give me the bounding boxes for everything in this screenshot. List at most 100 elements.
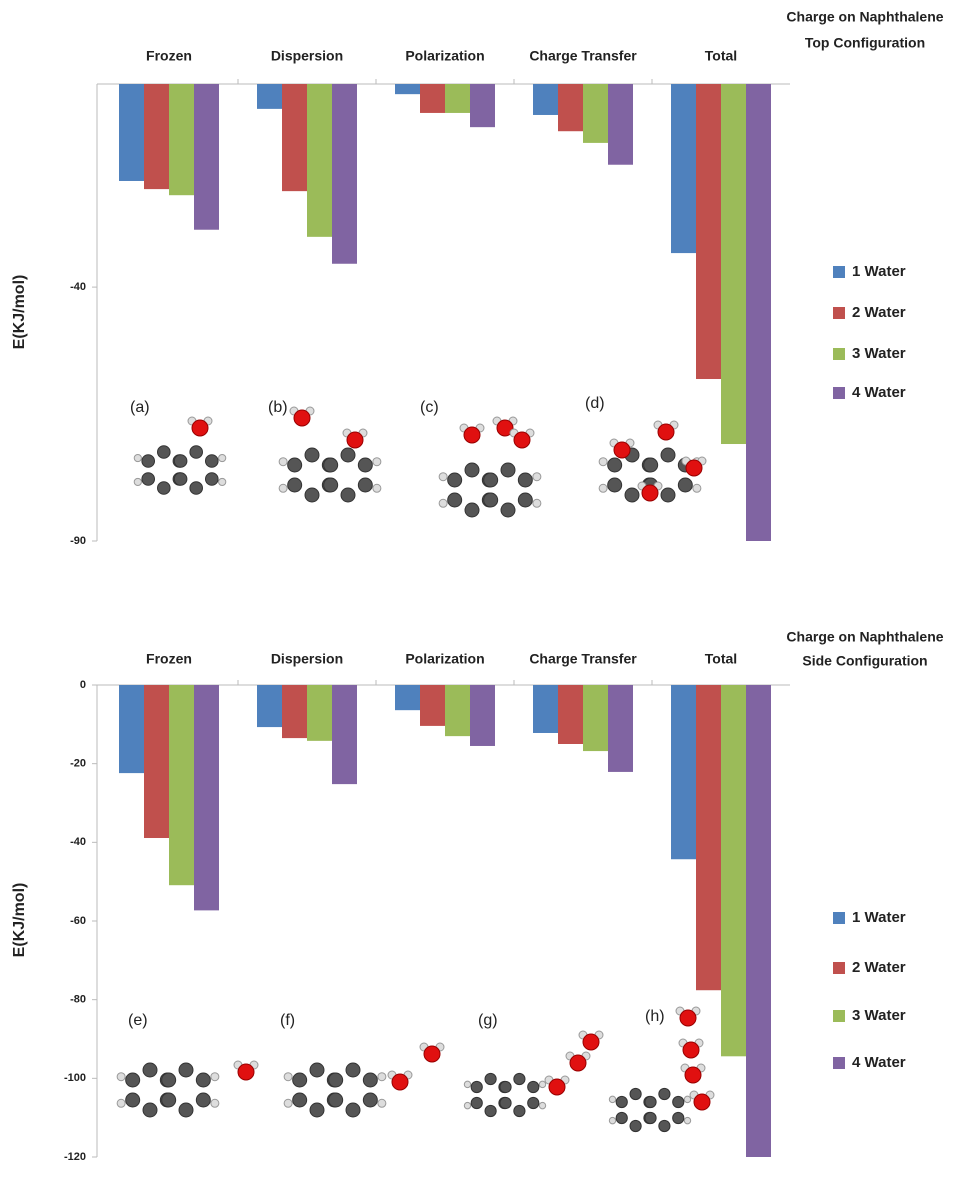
bar bbox=[307, 84, 332, 237]
bar bbox=[282, 685, 307, 739]
category-label: Charge Transfer bbox=[529, 48, 637, 64]
oxygen-atom bbox=[548, 1078, 566, 1096]
oxygen-atom bbox=[684, 1066, 702, 1084]
oxygen-atom bbox=[682, 1041, 700, 1059]
hydrogen-atom bbox=[372, 483, 382, 493]
hydrogen-atom bbox=[598, 483, 608, 493]
hydrogen-atom bbox=[210, 1098, 220, 1108]
oxygen-atom bbox=[613, 441, 631, 459]
oxygen-atom bbox=[693, 1093, 711, 1111]
carbon-atom bbox=[607, 477, 623, 493]
panel-label: (g) bbox=[478, 1012, 498, 1029]
molecule-illustration bbox=[438, 416, 542, 518]
legend-label: 3 Water bbox=[852, 345, 906, 362]
oxygen-atom bbox=[679, 1009, 697, 1027]
bar bbox=[721, 84, 746, 445]
bar bbox=[144, 84, 169, 190]
panel-label: (e) bbox=[128, 1012, 148, 1029]
chart-subtitle: Side Configuration bbox=[802, 653, 927, 669]
y-axis-label: E(KJ/mol) bbox=[11, 275, 28, 350]
y-tick-label: -40 bbox=[70, 836, 86, 848]
chart-subtitle: Top Configuration bbox=[805, 35, 925, 51]
oxygen-atom bbox=[641, 484, 659, 502]
carbon-atom bbox=[173, 454, 188, 468]
carbon-atom bbox=[141, 472, 156, 486]
bar bbox=[395, 685, 420, 711]
hydrogen-atom bbox=[438, 472, 448, 482]
carbon-atom bbox=[470, 1096, 483, 1110]
carbon-atom bbox=[157, 481, 171, 495]
bar bbox=[395, 84, 420, 95]
carbon-atom bbox=[157, 445, 171, 459]
carbon-atom bbox=[195, 1072, 211, 1088]
hydrogen-atom bbox=[133, 453, 142, 463]
hydrogen-atom bbox=[532, 498, 542, 508]
hydrogen-atom bbox=[532, 472, 542, 482]
bar bbox=[746, 84, 771, 541]
bar bbox=[671, 84, 696, 254]
carbon-atom bbox=[499, 1096, 512, 1110]
carbon-atom bbox=[287, 477, 303, 493]
carbon-atom bbox=[660, 447, 676, 463]
carbon-atom bbox=[292, 1072, 308, 1088]
panel-label: (f) bbox=[280, 1012, 295, 1029]
carbon-atom bbox=[643, 457, 659, 473]
oxygen-atom bbox=[513, 431, 531, 449]
legend-label: 4 Water bbox=[852, 1054, 906, 1071]
carbon-atom bbox=[309, 1062, 325, 1078]
bar bbox=[445, 685, 470, 737]
carbon-atom bbox=[500, 462, 516, 478]
bar bbox=[671, 685, 696, 860]
hydrogen-atom bbox=[372, 457, 382, 467]
hydrogen-atom bbox=[608, 1095, 617, 1104]
panel-label: (a) bbox=[130, 399, 150, 416]
carbon-atom bbox=[660, 487, 676, 503]
bar bbox=[533, 84, 558, 115]
bar bbox=[721, 685, 746, 1057]
carbon-atom bbox=[470, 1080, 483, 1094]
y-tick-label: -60 bbox=[70, 915, 86, 927]
hydrogen-atom bbox=[463, 1080, 472, 1089]
oxygen-atom bbox=[191, 419, 209, 437]
bar bbox=[470, 685, 495, 746]
oxygen-atom bbox=[496, 419, 514, 437]
y-tick-label: -90 bbox=[70, 535, 86, 547]
carbon-atom bbox=[517, 472, 533, 488]
oxygen-atom bbox=[346, 431, 364, 449]
carbon-atom bbox=[323, 477, 339, 493]
bar bbox=[558, 685, 583, 744]
bar bbox=[169, 685, 194, 886]
hydrogen-atom bbox=[683, 1116, 692, 1125]
hydrogen-atom bbox=[463, 1101, 472, 1110]
carbon-atom bbox=[173, 472, 188, 486]
hydrogen-atom bbox=[598, 457, 608, 467]
carbon-atom bbox=[142, 1102, 158, 1118]
carbon-atom bbox=[161, 1072, 177, 1088]
bar bbox=[169, 84, 194, 196]
bar bbox=[608, 685, 633, 772]
carbon-atom bbox=[483, 492, 499, 508]
hydrogen-atom bbox=[683, 1095, 692, 1104]
bar bbox=[583, 685, 608, 752]
panel-label: (b) bbox=[268, 399, 288, 416]
carbon-atom bbox=[447, 472, 463, 488]
carbon-atom bbox=[357, 477, 373, 493]
carbon-atom bbox=[500, 502, 516, 518]
molecule-illustration bbox=[283, 1042, 445, 1118]
carbon-atom bbox=[362, 1072, 378, 1088]
bar bbox=[144, 685, 169, 839]
carbon-atom bbox=[484, 1104, 497, 1118]
carbon-atom bbox=[624, 487, 640, 503]
bar bbox=[194, 84, 219, 230]
hydrogen-atom bbox=[608, 1116, 617, 1125]
legend-swatch bbox=[833, 348, 845, 360]
carbon-atom bbox=[629, 1087, 642, 1101]
legend-swatch bbox=[833, 1010, 845, 1022]
oxygen-atom bbox=[569, 1054, 587, 1072]
bar bbox=[257, 685, 282, 728]
hydrogen-atom bbox=[210, 1072, 220, 1082]
legend-swatch bbox=[833, 387, 845, 399]
category-label: Dispersion bbox=[271, 651, 343, 667]
legend-swatch bbox=[833, 912, 845, 924]
carbon-atom bbox=[658, 1119, 671, 1133]
